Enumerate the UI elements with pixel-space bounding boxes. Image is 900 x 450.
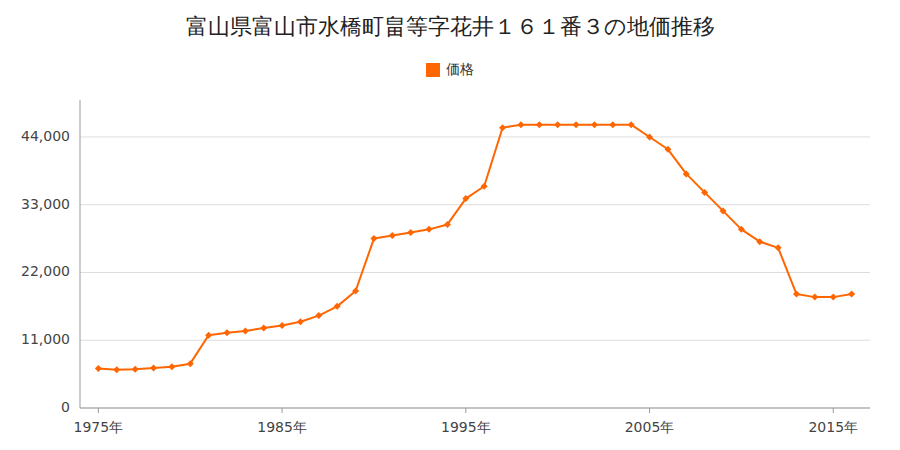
marker [279, 322, 286, 329]
marker [407, 229, 414, 236]
x-tick [833, 408, 834, 413]
chart-title: 富山県富山市水橋町畠等字花井１６１番３の地価推移 [186, 14, 715, 39]
y-tick-label: 44,000 [21, 128, 70, 144]
x-tick [282, 408, 283, 413]
legend: 価格 [426, 61, 474, 77]
grid-line [80, 136, 870, 137]
marker [95, 365, 102, 372]
marker [113, 366, 120, 373]
marker [811, 294, 818, 301]
marker [260, 324, 267, 331]
marker [701, 189, 708, 196]
marker [444, 221, 451, 228]
x-tick-label: 1975年 [74, 419, 124, 435]
marker [150, 364, 157, 371]
marker [389, 232, 396, 239]
x-tick [649, 408, 650, 413]
marker [573, 121, 580, 128]
marker [426, 226, 433, 233]
marker [848, 291, 855, 298]
marker [132, 366, 139, 373]
marker [609, 121, 616, 128]
chart-container: 富山県富山市水橋町畠等字花井１６１番３の地価推移 0 11,000 22,000 33,… [0, 0, 900, 450]
grid-line [80, 272, 870, 273]
marker [738, 226, 745, 233]
legend-swatch [426, 63, 440, 77]
grid-line [80, 340, 870, 341]
marker [775, 244, 782, 251]
marker [628, 121, 635, 128]
marker [223, 329, 230, 336]
marker [683, 170, 690, 177]
grid-line [80, 408, 870, 409]
y-tick-label: 0 [61, 399, 70, 415]
marker [315, 312, 322, 319]
y-tick-label: 33,000 [21, 196, 70, 212]
x-axis-line [80, 408, 870, 409]
grid [80, 137, 870, 408]
marker [664, 146, 671, 153]
y-tick-label: 22,000 [21, 263, 70, 279]
marker [481, 183, 488, 190]
marker [205, 332, 212, 339]
marker [830, 294, 837, 301]
y-tick-label: 11,000 [21, 331, 70, 347]
marker [536, 121, 543, 128]
marker [242, 328, 249, 335]
marker [462, 195, 469, 202]
legend-label: 価格 [446, 61, 474, 77]
marker [168, 363, 175, 370]
chart-svg: 富山県富山市水橋町畠等字花井１６１番３の地価推移 0 11,000 22,000 33,… [0, 0, 900, 450]
marker [554, 121, 561, 128]
marker [793, 291, 800, 298]
marker [756, 238, 763, 245]
legend-item: 価格 [426, 61, 474, 77]
y-axis-line [80, 100, 81, 408]
x-tick-label: 2015年 [808, 419, 858, 435]
x-tick [98, 408, 99, 413]
marker [334, 303, 341, 310]
marker [517, 121, 524, 128]
line [98, 125, 851, 370]
marker [499, 124, 506, 131]
marker [297, 318, 304, 325]
marker [352, 287, 359, 294]
marker [591, 121, 598, 128]
x-tick-label: 1995年 [441, 419, 491, 435]
grid-line [80, 204, 870, 205]
x-tick-label: 2005年 [625, 419, 675, 435]
x-tick-label: 1985年 [257, 419, 307, 435]
marker [646, 133, 653, 140]
x-tick [465, 408, 466, 413]
marker [720, 207, 727, 214]
marker [370, 235, 377, 242]
marker [187, 360, 194, 367]
plot-area [95, 121, 855, 373]
